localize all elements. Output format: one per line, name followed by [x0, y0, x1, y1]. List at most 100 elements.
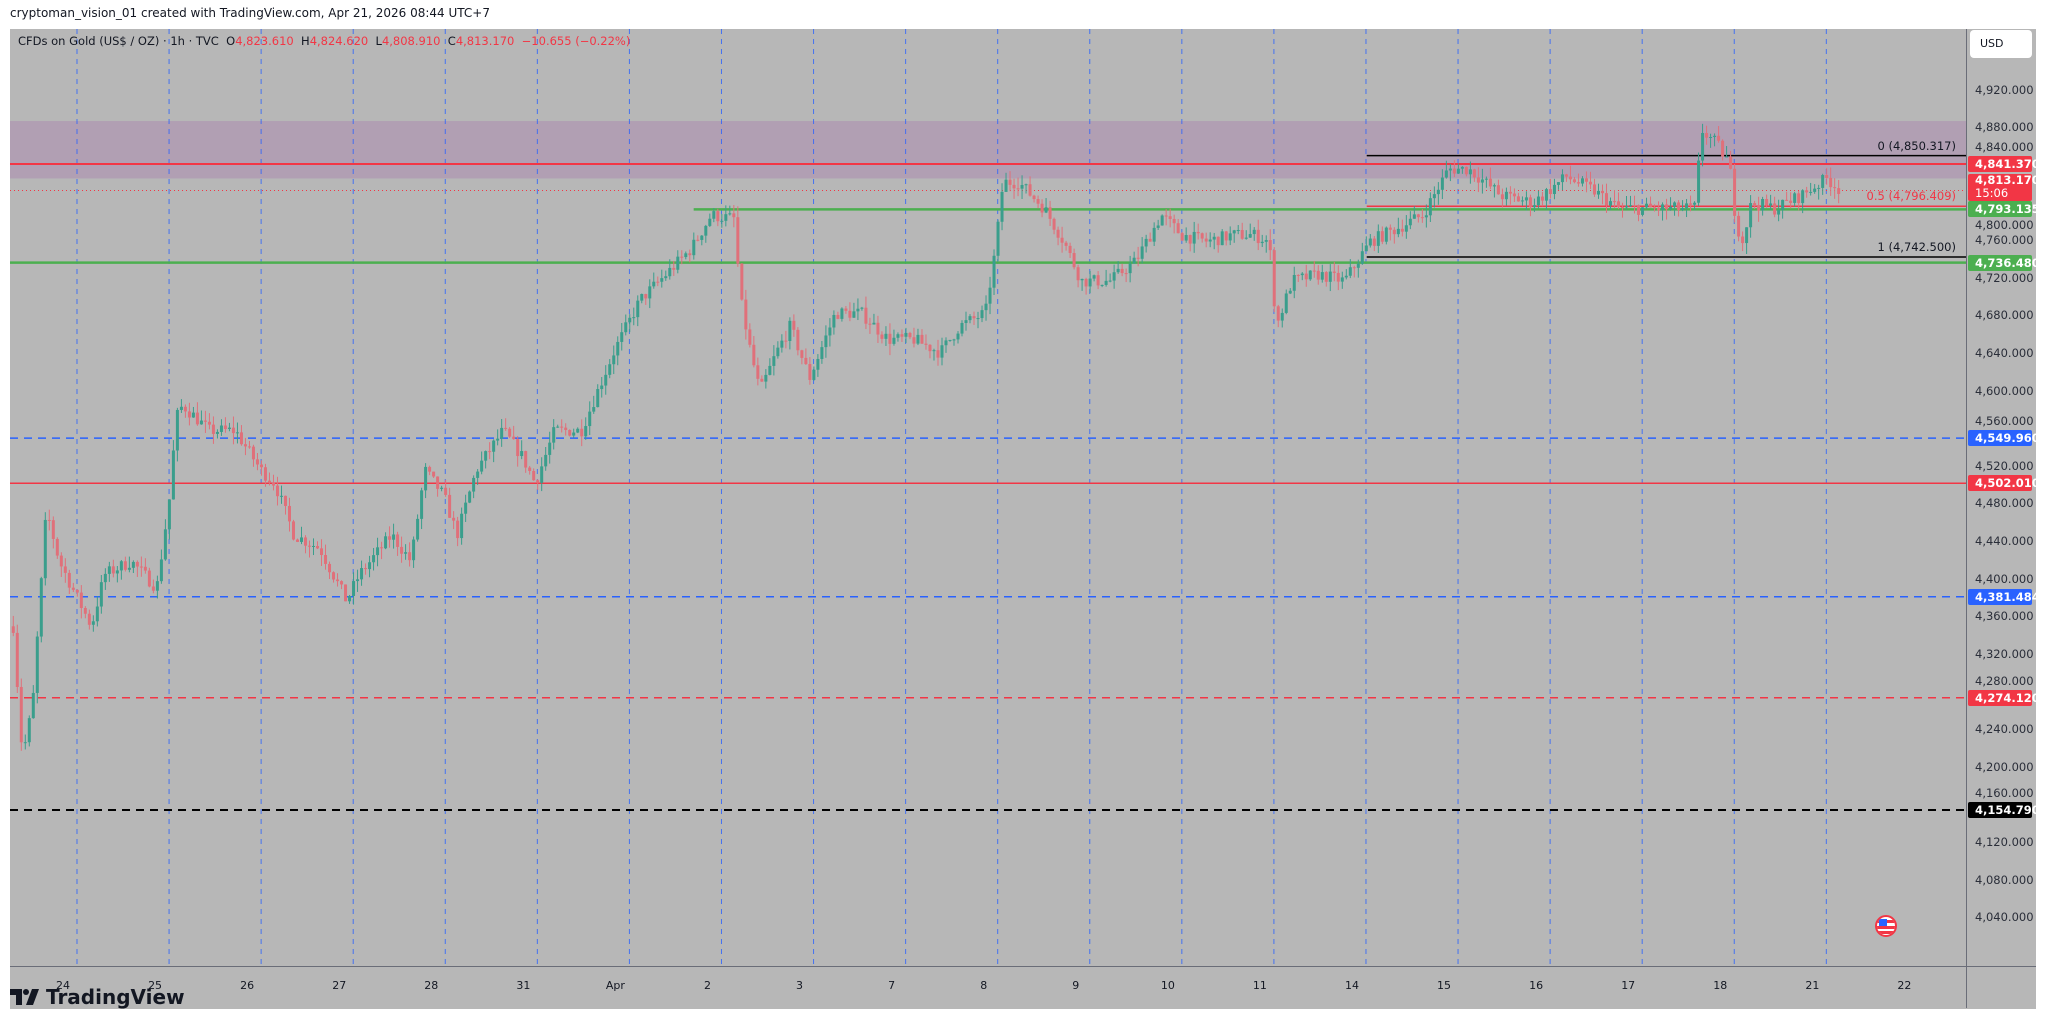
candle-down [1420, 217, 1424, 219]
candle-down [271, 482, 275, 486]
candle-up [1252, 229, 1256, 235]
candle-down [1352, 267, 1356, 269]
candle-up [1156, 225, 1160, 228]
price-tag[interactable]: 4,736.480 [1968, 254, 2040, 271]
candle-up [884, 333, 888, 339]
candle-down [1240, 230, 1244, 239]
candle-down [1516, 196, 1520, 202]
candle-up [500, 427, 504, 439]
candle-up [1560, 174, 1564, 183]
candle-up [872, 322, 876, 325]
candle-down [1048, 207, 1052, 219]
candle-down [1168, 216, 1172, 219]
candle-down [748, 329, 752, 345]
candle-up [956, 333, 960, 340]
candle-down [1572, 179, 1576, 183]
candle-up [632, 317, 636, 319]
candle-up [1088, 278, 1092, 287]
candle-up [1396, 228, 1400, 235]
candle-down [444, 487, 448, 495]
candle-up [860, 307, 864, 309]
candle-up [552, 427, 556, 443]
candle-up [492, 440, 496, 452]
price-tag[interactable]: 4,274.120 [1968, 689, 2040, 706]
candle-up [1432, 194, 1436, 199]
candle-up [468, 491, 472, 503]
candle-down [1689, 203, 1693, 205]
us-flag-event-icon[interactable] [1875, 915, 1897, 937]
price-tag[interactable]: 4,154.790 [1968, 801, 2040, 818]
candle-up [35, 636, 39, 693]
price-tick: 4,720.000 [1975, 271, 2034, 286]
candle-down [880, 334, 884, 339]
candle-down [231, 427, 235, 434]
symbol-name[interactable]: CFDs on Gold (US$ / OZ) · 1h · TVC [18, 34, 219, 48]
price-tag[interactable]: 4,381.484 [1968, 588, 2040, 605]
candle-up [1004, 179, 1008, 192]
candle-down [804, 357, 808, 365]
candle-down [1016, 188, 1020, 190]
candle-down [63, 566, 67, 573]
candle-down [223, 425, 227, 430]
candle-down [1717, 135, 1721, 141]
price-tag[interactable]: 4,841.370 [1968, 155, 2040, 172]
candle-up [704, 225, 708, 236]
candle-down [532, 470, 536, 481]
candle-up [1697, 160, 1701, 203]
change-value: −10.655 (−0.22%) [521, 34, 631, 48]
candle-up [660, 278, 664, 282]
candle-up [1264, 240, 1268, 242]
candle-up [572, 432, 576, 436]
candle-up [1160, 215, 1164, 226]
candle-down [1196, 231, 1200, 234]
candle-up [1328, 271, 1332, 282]
candle-up [1152, 227, 1156, 242]
currency-button[interactable]: USD [1970, 30, 2032, 58]
candle-down [1464, 166, 1468, 175]
candle-up [312, 545, 316, 547]
candle-down [784, 340, 788, 342]
candle-up [1108, 280, 1112, 282]
candle-up [1340, 277, 1344, 282]
price-tick: 4,920.000 [1975, 82, 2034, 97]
candle-up [1809, 191, 1813, 193]
high-label: H [301, 34, 310, 48]
candle-up [592, 407, 596, 412]
candle-up [964, 320, 968, 323]
candle-up [27, 718, 31, 743]
candle-down [432, 471, 436, 477]
candle-down [972, 316, 976, 319]
current-price-tag[interactable]: 4,813.170 15:06 [1968, 174, 2040, 202]
candle-down [1136, 257, 1140, 259]
candle-up [1428, 198, 1432, 216]
candle-up [31, 692, 35, 719]
price-tag[interactable]: 4,502.010 [1968, 475, 2040, 492]
price-tag[interactable]: 4,793.135 [1968, 201, 2040, 218]
candle-down [1204, 238, 1208, 242]
candle-up [1440, 177, 1444, 190]
candle-down [87, 613, 91, 625]
low-value: 4,808.910 [381, 34, 441, 48]
candle-up [1320, 272, 1324, 280]
candle-up [992, 255, 996, 288]
time-label: 10 [1160, 979, 1175, 992]
candle-up [700, 235, 704, 240]
candle-down [848, 310, 852, 318]
candle-up [1685, 203, 1689, 209]
price-chart[interactable] [0, 0, 1966, 966]
candle-up [948, 339, 952, 341]
candle-up [600, 385, 604, 390]
tradingview-logo[interactable]: TradingView [10, 985, 185, 1009]
candle-up [776, 347, 780, 357]
candle-up [1092, 275, 1096, 279]
candle-down [1400, 228, 1404, 232]
candle-up [648, 286, 652, 299]
candle-down [1096, 275, 1100, 286]
candle-down [1540, 196, 1544, 201]
candle-down [428, 466, 432, 472]
time-axis[interactable] [10, 966, 2036, 1009]
candle-up [219, 425, 223, 432]
candle-down [1508, 191, 1512, 194]
candle-down [1665, 204, 1669, 210]
price-tag[interactable]: 4,549.960 [1968, 430, 2040, 447]
